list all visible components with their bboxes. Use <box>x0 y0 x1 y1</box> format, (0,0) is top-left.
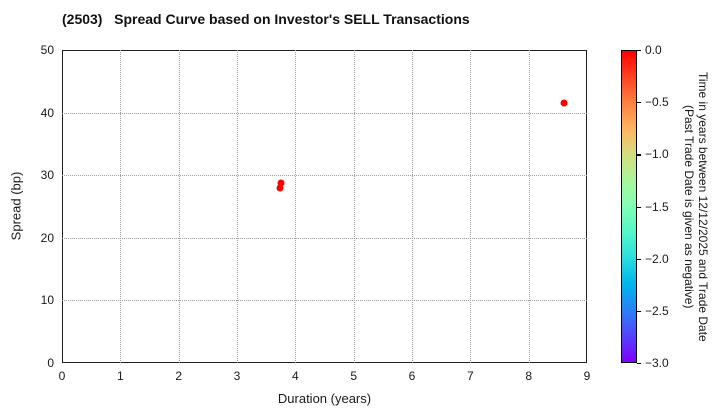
gridline-horizontal <box>62 300 587 302</box>
colorbar-label-line2: (Past Trade Date is given as negative) <box>682 104 696 309</box>
x-tick-label: 2 <box>175 369 182 383</box>
plot-area <box>62 50 587 363</box>
chart-title: (2503) Spread Curve based on Investor's … <box>62 11 470 27</box>
colorbar-tick <box>637 154 641 156</box>
gridline-vertical <box>412 50 413 363</box>
x-tick-label: 4 <box>291 369 299 383</box>
data-point <box>277 179 285 187</box>
colorbar-label: Time in years between 12/12/2025 and Tra… <box>682 50 710 363</box>
colorbar-tick <box>637 258 641 260</box>
colorbar-tick-label: 0.0 <box>645 43 662 57</box>
colorbar-tick <box>637 50 641 52</box>
gridline-horizontal <box>62 237 587 239</box>
gridline-horizontal <box>62 112 587 114</box>
gridline-vertical <box>237 50 238 363</box>
gridline-vertical <box>120 50 122 363</box>
x-tick-label: 7 <box>466 369 474 383</box>
gridline-vertical <box>470 50 472 363</box>
y-tick-label: 50 <box>40 43 54 57</box>
x-tick-label: 1 <box>116 369 124 383</box>
colorbar-tick <box>637 102 641 104</box>
x-tick-label: 3 <box>233 369 241 383</box>
gridline-vertical <box>528 50 530 363</box>
colorbar-tick-label: −1.5 <box>645 199 669 214</box>
colorbar-tick <box>637 363 641 365</box>
gridline-horizontal <box>62 175 587 177</box>
gridline-vertical <box>353 50 355 363</box>
colorbar-tick-label: −1.0 <box>645 147 669 162</box>
colorbar-tick-label: −2.5 <box>645 303 669 318</box>
y-tick-label: 20 <box>40 230 54 245</box>
y-tick-label: 0 <box>47 356 54 370</box>
data-point <box>560 99 568 107</box>
x-tick-label: 8 <box>525 369 532 383</box>
y-tick-label: 30 <box>40 168 54 183</box>
x-tick-label: 5 <box>350 369 357 383</box>
gridline-vertical <box>178 50 180 363</box>
colorbar-tick <box>637 310 641 313</box>
gridline-vertical <box>295 50 297 363</box>
colorbar-tick-label: −2.0 <box>645 251 669 266</box>
y-tick-label: 40 <box>40 105 54 120</box>
x-axis-label: Duration (years) <box>277 391 372 406</box>
colorbar-tick-label: −0.5 <box>645 95 669 110</box>
colorbar <box>621 50 637 363</box>
x-tick-label: 6 <box>408 369 416 383</box>
colorbar-tick <box>637 206 641 208</box>
data-point <box>276 184 284 192</box>
x-tick-label: 9 <box>583 369 591 383</box>
y-tick-label: 10 <box>40 293 54 308</box>
colorbar-label-line1: Time in years between 12/12/2025 and Tra… <box>696 71 710 342</box>
colorbar-tick-label: −3.0 <box>645 356 669 370</box>
x-tick-label: 0 <box>58 369 66 383</box>
